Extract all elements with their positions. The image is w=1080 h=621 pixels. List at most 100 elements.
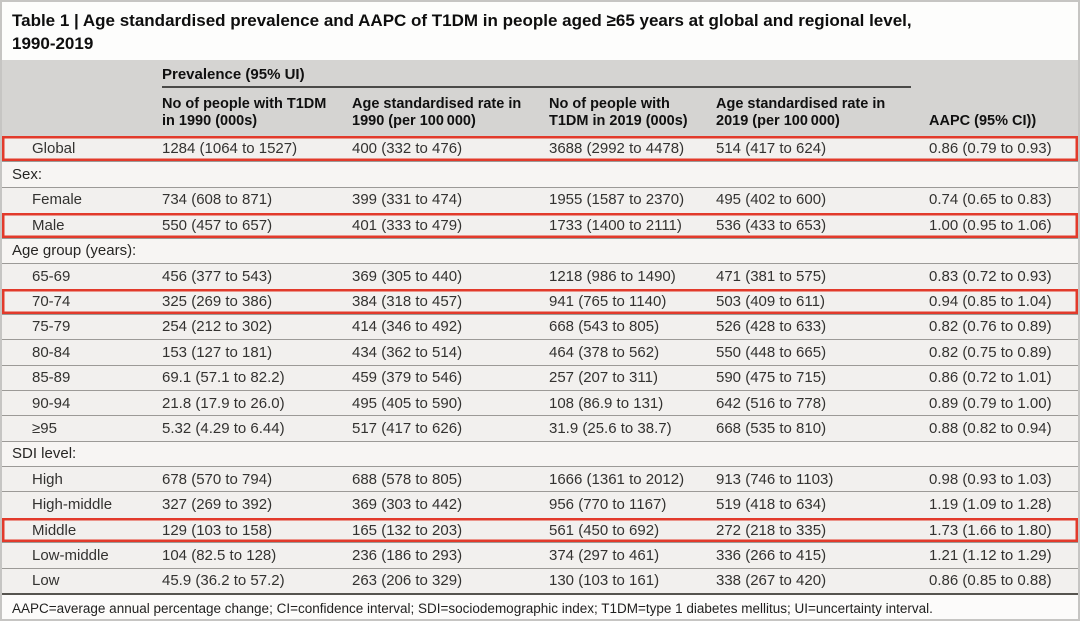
row-label: Low	[32, 572, 60, 590]
cell-aapc: 0.82 (0.75 to 0.89)	[929, 343, 1052, 361]
cell-aapc: 1.00 (0.95 to 1.06)	[929, 216, 1052, 234]
cell-n-1990: 1284 (1064 to 1527)	[162, 140, 298, 158]
cell-aapc: 1.73 (1.66 to 1.80)	[929, 521, 1052, 539]
spanner-cell: Prevalence (95% UI)	[152, 61, 919, 88]
cell-n-1990: 734 (608 to 871)	[162, 191, 273, 209]
cell-rate-1990: 414 (346 to 492)	[352, 318, 463, 336]
row-label: 80-84	[32, 343, 71, 361]
cell-rate-2019: 338 (267 to 420)	[716, 572, 827, 590]
section-header-row: Sex:	[2, 161, 1078, 187]
cell-rate-1990: 384 (318 to 457)	[352, 293, 463, 311]
cell-aapc: 0.88 (0.82 to 0.94)	[929, 419, 1052, 437]
section-header-row: SDI level:	[2, 440, 1078, 467]
table-row: Low-middle 104 (82.5 to 128) 236 (186 to 2…	[2, 542, 1078, 568]
cell-rate-2019: 526 (428 to 633)	[716, 318, 827, 336]
cell-aapc: 0.83 (0.72 to 0.93)	[929, 267, 1052, 285]
cell-n-2019: 257 (207 to 311)	[549, 369, 658, 387]
cell-aapc: 0.98 (0.93 to 1.03)	[929, 470, 1052, 488]
cell-aapc: 1.19 (1.09 to 1.28)	[929, 496, 1052, 514]
col-header-rate-1990: Age standardised rate in 1990 (per 100 0…	[352, 95, 522, 130]
cell-rate-2019: 668 (535 to 810)	[716, 419, 827, 437]
cell-aapc: 0.86 (0.85 to 0.88)	[929, 572, 1052, 590]
row-label: Female	[32, 191, 83, 209]
cell-n-1990: 456 (377 to 543)	[162, 267, 273, 285]
cell-n-2019: 668 (543 to 805)	[549, 318, 660, 336]
table-row-highlighted: Middle 129 (103 to 158) 165 (132 to 203) 56…	[2, 516, 1078, 543]
cell-rate-1990: 688 (578 to 805)	[352, 470, 463, 488]
row-label: Middle	[32, 521, 77, 539]
table-row: ≥95 5.32 (4.29 to 6.44) 517 (417 to 626) 31…	[2, 415, 1078, 441]
cell-rate-2019: 336 (266 to 415)	[716, 546, 827, 564]
cell-n-1990: 153 (127 to 181)	[162, 343, 273, 361]
cell-rate-1990: 165 (132 to 203)	[352, 521, 463, 539]
cell-n-2019: 130 (103 to 161)	[549, 572, 660, 590]
table-title-line2: 1990-2019	[12, 34, 94, 54]
table-row-highlighted: Global 1284 (1064 to 1527) 400 (332 to 476…	[2, 136, 1078, 162]
cell-n-2019: 1955 (1587 to 2370)	[549, 191, 685, 209]
row-label: 65-69	[32, 267, 71, 285]
table-row: 80-84 153 (127 to 181) 434 (362 to 514) 464…	[2, 339, 1078, 365]
cell-aapc: 0.74 (0.65 to 0.83)	[929, 191, 1052, 209]
cell-n-2019: 941 (765 to 1140)	[549, 293, 667, 311]
cell-n-1990: 325 (269 to 386)	[162, 293, 273, 311]
column-header-row: No of people with T1DM in 1990 (000s) Ag…	[2, 88, 1078, 136]
cell-rate-2019: 514 (417 to 624)	[716, 140, 827, 158]
table-title: Table 1 | Age standardised prevalence an…	[2, 2, 1078, 60]
table-row: High 678 (570 to 794) 688 (578 to 805) 1666…	[2, 466, 1078, 492]
table-body: Global 1284 (1064 to 1527) 400 (332 to 476…	[2, 136, 1078, 594]
cell-rate-2019: 550 (448 to 665)	[716, 343, 827, 361]
cell-n-1990: 129 (103 to 158)	[162, 521, 273, 539]
col-header-rate-2019: Age standardised rate in 2019 (per 100 0…	[716, 95, 886, 130]
row-label: ≥95	[32, 419, 57, 437]
cell-rate-1990: 495 (405 to 590)	[352, 394, 463, 412]
cell-rate-1990: 401 (333 to 479)	[352, 216, 463, 234]
cell-n-2019: 1733 (1400 to 2111)	[549, 216, 682, 234]
row-label: Global	[32, 140, 76, 158]
cell-rate-2019: 519 (418 to 634)	[716, 496, 827, 514]
cell-aapc: 1.21 (1.12 to 1.29)	[929, 546, 1052, 564]
cell-rate-2019: 590 (475 to 715)	[716, 369, 827, 387]
cell-rate-1990: 236 (186 to 293)	[352, 546, 463, 564]
row-label: Low-middle	[32, 546, 109, 564]
table-header: Prevalence (95% UI) No of people with T1…	[2, 60, 1078, 136]
cell-rate-2019: 913 (746 to 1103)	[716, 470, 834, 488]
cell-n-2019: 561 (450 to 692)	[549, 521, 660, 539]
row-label: 90-94	[32, 394, 71, 412]
cell-rate-2019: 536 (433 to 653)	[716, 216, 827, 234]
table-row-highlighted: 70-74 325 (269 to 386) 384 (318 to 457) 941…	[2, 288, 1078, 314]
cell-n-1990: 45.9 (36.2 to 57.2)	[162, 572, 285, 590]
row-label: Age group (years):	[12, 242, 137, 260]
row-label: High	[32, 470, 63, 488]
cell-aapc: 0.94 (0.85 to 1.04)	[929, 293, 1052, 311]
table-row: Low 45.9 (36.2 to 57.2) 263 (206 to 329) 13…	[2, 567, 1078, 594]
row-label: SDI level:	[12, 445, 77, 463]
table-row: High-middle 327 (269 to 392) 369 (303 to 4…	[2, 491, 1078, 517]
cell-rate-2019: 642 (516 to 778)	[716, 394, 827, 412]
cell-n-1990: 21.8 (17.9 to 26.0)	[162, 394, 285, 412]
row-label: 75-79	[32, 318, 71, 336]
row-label: High-middle	[32, 496, 113, 514]
col-header-n-2019: No of people with T1DM in 2019 (000s)	[549, 95, 688, 130]
cell-n-1990: 550 (457 to 657)	[162, 216, 273, 234]
spanner-prevalence-heading: Prevalence (95% UI)	[162, 61, 911, 88]
col-header-n-1990: No of people with T1DM in 1990 (000s)	[162, 95, 327, 130]
cell-rate-1990: 434 (362 to 514)	[352, 343, 463, 361]
cell-n-2019: 108 (86.9 to 131)	[549, 394, 664, 412]
table-title-line1: Table 1 | Age standardised prevalence an…	[12, 11, 912, 30]
cell-n-1990: 327 (269 to 392)	[162, 496, 273, 514]
cell-n-1990: 69.1 (57.1 to 82.2)	[162, 369, 285, 387]
cell-n-2019: 1666 (1361 to 2012)	[549, 470, 685, 488]
cell-rate-2019: 471 (381 to 575)	[716, 267, 827, 285]
cell-rate-1990: 369 (303 to 442)	[352, 496, 463, 514]
cell-n-2019: 31.9 (25.6 to 38.7)	[549, 419, 672, 437]
spanner-row: Prevalence (95% UI)	[2, 60, 1078, 88]
cell-rate-1990: 459 (379 to 546)	[352, 369, 463, 387]
row-label: Male	[32, 216, 65, 234]
cell-rate-1990: 400 (332 to 476)	[352, 140, 463, 158]
cell-n-2019: 374 (297 to 461)	[549, 546, 660, 564]
cell-aapc: 0.86 (0.72 to 1.01)	[929, 369, 1052, 387]
cell-n-1990: 254 (212 to 302)	[162, 318, 273, 336]
table-row: Female 734 (608 to 871) 399 (331 to 474) 19…	[2, 186, 1078, 213]
row-label: 70-74	[32, 293, 71, 311]
